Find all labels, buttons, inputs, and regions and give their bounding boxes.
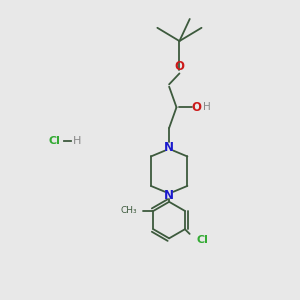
Text: H: H [203,102,211,112]
Text: O: O [174,60,184,73]
Text: Cl: Cl [49,136,61,146]
Text: Cl: Cl [196,235,208,245]
Text: N: N [164,189,174,202]
Text: O: O [191,101,201,114]
Text: N: N [164,141,174,154]
Text: H: H [73,136,82,146]
Text: CH₃: CH₃ [121,206,137,215]
